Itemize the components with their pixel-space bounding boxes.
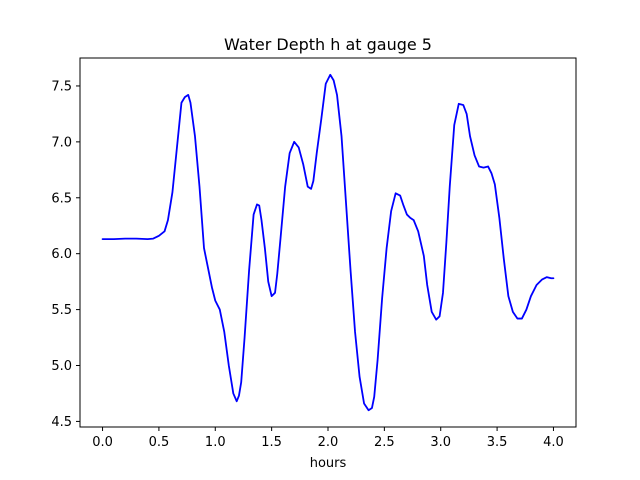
y-tick-label: 6.5 <box>51 191 72 206</box>
plot-area <box>101 73 555 412</box>
x-tick-label: 2.5 <box>374 435 395 450</box>
series-line-0 <box>101 73 555 412</box>
x-tick-label: 0.0 <box>92 435 113 450</box>
x-tick-label: 0.5 <box>149 435 170 450</box>
y-tick-label: 6.0 <box>51 247 72 262</box>
y-tick-label: 5.0 <box>51 359 72 374</box>
x-tick-label: 4.0 <box>543 435 564 450</box>
x-tick-label: 2.0 <box>318 435 339 450</box>
y-axis: 4.5 5.0 5.5 6.0 6.5 7.0 7.5 <box>51 79 80 430</box>
x-tick-label: 1.0 <box>205 435 226 450</box>
x-axis-label: hours <box>310 456 347 471</box>
y-tick-label: 4.5 <box>51 415 72 430</box>
x-tick-label: 3.5 <box>487 435 508 450</box>
x-tick-label: 3.0 <box>430 435 451 450</box>
y-tick-label: 7.5 <box>51 79 72 94</box>
y-tick-label: 7.0 <box>51 135 72 150</box>
x-axis: 0.0 0.5 1.0 1.5 2.0 2.5 3.0 3.5 4.0 <box>92 427 564 450</box>
chart-title: Water Depth h at gauge 5 <box>224 35 432 54</box>
x-tick-label: 1.5 <box>261 435 282 450</box>
y-tick-label: 5.5 <box>51 303 72 318</box>
